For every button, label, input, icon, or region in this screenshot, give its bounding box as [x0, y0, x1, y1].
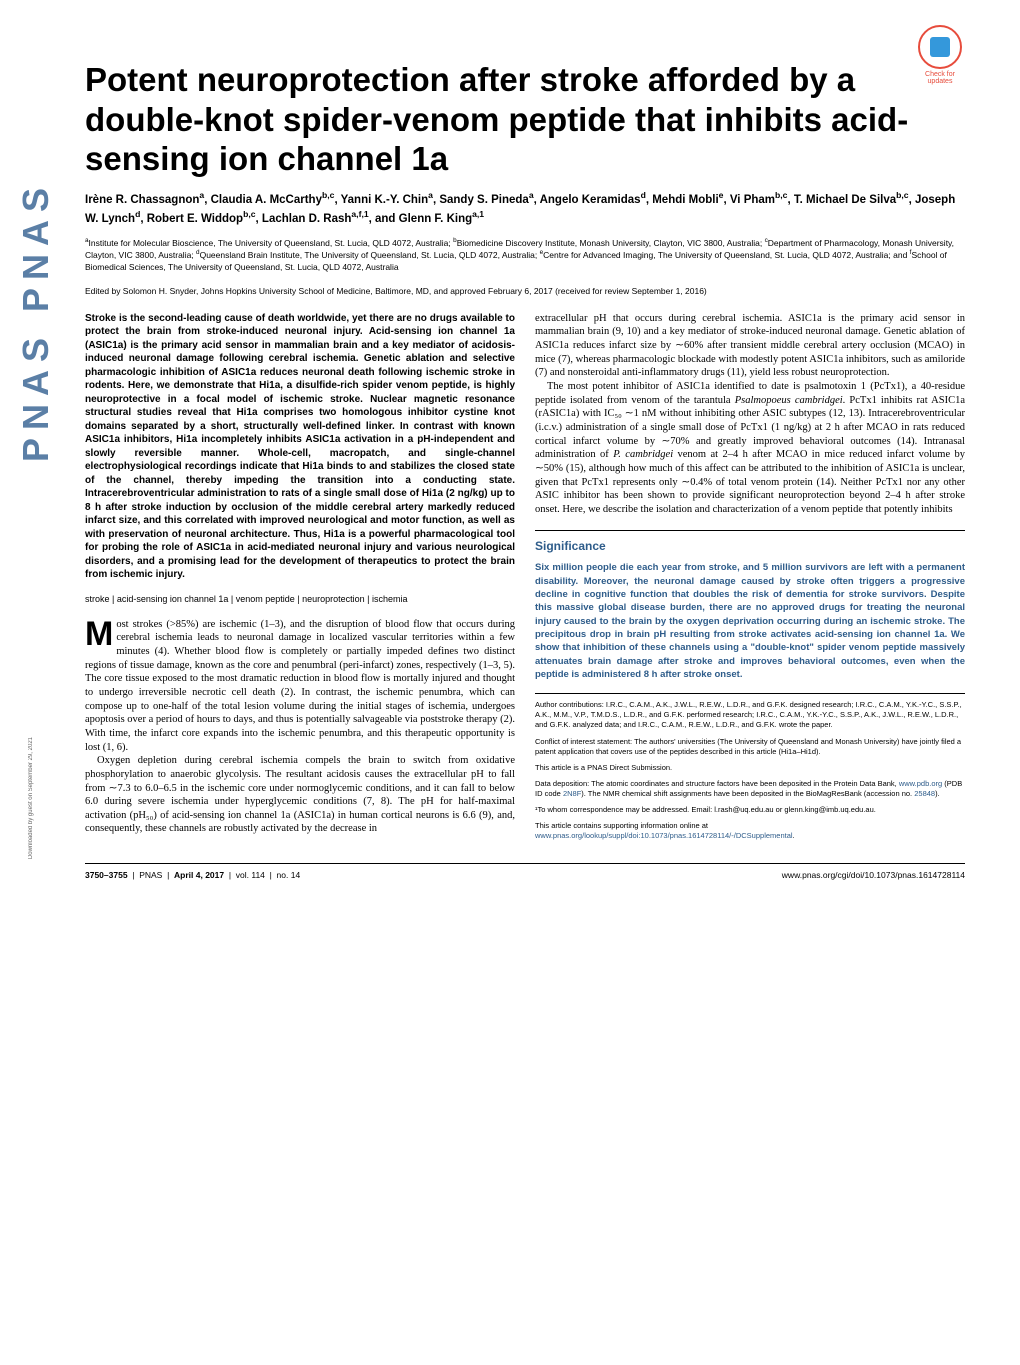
data-deposition-p: Data deposition: The atomic coordinates …: [535, 779, 965, 799]
body-text-right: extracellular pH that occurs during cere…: [535, 312, 965, 517]
keywords-line: stroke | acid-sensing ion channel 1a | v…: [85, 594, 515, 604]
left-column: Stroke is the second-leading cause of de…: [85, 312, 515, 848]
paper-page: Check for updates Potent neuroprotection…: [0, 0, 1020, 900]
author-notes: Author contributions: I.R.C., C.A.M., A.…: [535, 693, 965, 841]
abstract-text: Stroke is the second-leading cause of de…: [85, 312, 515, 582]
body-col2-p2: The most potent inhibitor of ASIC1a iden…: [535, 380, 965, 516]
two-column-layout: Stroke is the second-leading cause of de…: [85, 312, 965, 848]
edited-by-line: Edited by Solomon H. Snyder, Johns Hopki…: [85, 286, 965, 298]
significance-text: Six million people die each year from st…: [535, 561, 965, 681]
direct-submission-p: This article is a PNAS Direct Submission…: [535, 763, 965, 773]
significance-box: Significance Six million people die each…: [535, 530, 965, 681]
footer-left: 3750–3755 | PNAS | April 4, 2017 | vol. …: [85, 870, 300, 880]
author-list: Irène R. Chassagnona, Claudia A. McCarth…: [85, 189, 965, 227]
body-paragraph-2: Oxygen depletion during cerebral ischemi…: [85, 754, 515, 836]
crossmark-icon: [918, 25, 962, 69]
conflict-of-interest-p: Conflict of interest statement: The auth…: [535, 737, 965, 757]
dropcap-M: M: [85, 618, 116, 649]
body-col2-p1: extracellular pH that occurs during cere…: [535, 312, 965, 380]
right-column: extracellular pH that occurs during cere…: [535, 312, 965, 848]
affiliations: aInstitute for Molecular Bioscience, The…: [85, 237, 965, 274]
body-paragraph-1: Most strokes (>85%) are ischemic (1–3), …: [85, 618, 515, 754]
correspondence-p: ¹To whom correspondence may be addressed…: [535, 805, 965, 815]
body-text-left: Most strokes (>85%) are ischemic (1–3), …: [85, 618, 515, 836]
author-contributions-p: Author contributions: I.R.C., C.A.M., A.…: [535, 700, 965, 730]
body-p1-text: ost strokes (>85%) are ischemic (1–3), a…: [85, 619, 515, 753]
footer-right-doi: www.pnas.org/cgi/doi/10.1073/pnas.161472…: [782, 870, 965, 880]
check-updates-badge[interactable]: Check for updates: [915, 25, 965, 85]
page-footer: 3750–3755 | PNAS | April 4, 2017 | vol. …: [85, 863, 965, 880]
supporting-info-p: This article contains supporting informa…: [535, 821, 965, 841]
updates-badge-label: Check for updates: [915, 71, 965, 85]
significance-heading: Significance: [535, 539, 965, 553]
article-title: Potent neuroprotection after stroke affo…: [85, 60, 965, 179]
